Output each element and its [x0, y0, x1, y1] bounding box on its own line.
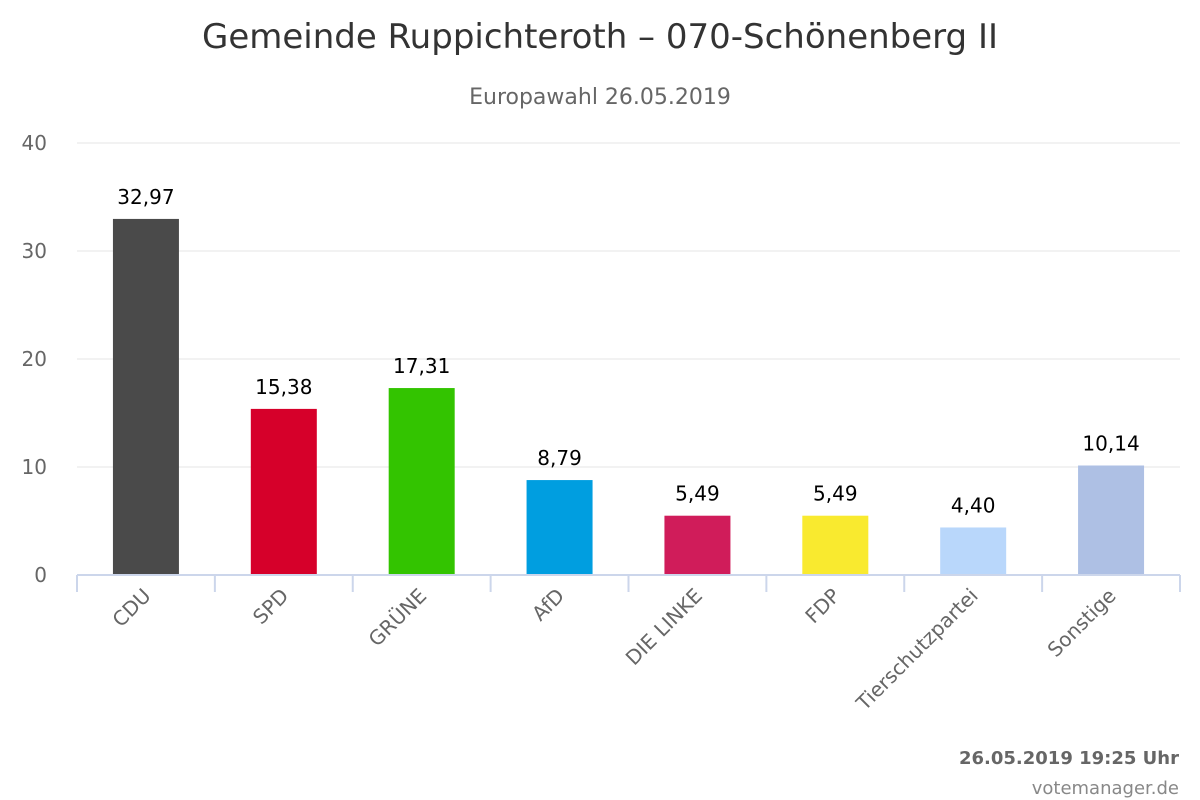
footer-timestamp: 26.05.2019 19:25 Uhr	[958, 748, 1179, 769]
y-tick-label: 40	[22, 131, 47, 155]
y-tick-label: 30	[22, 239, 47, 263]
y-tick-label: 10	[22, 455, 47, 479]
x-tick-label: DIE LINKE	[621, 584, 707, 670]
bar-cdu[interactable]	[112, 218, 179, 575]
x-tick-label: CDU	[107, 584, 155, 632]
bar-sonstige[interactable]	[1078, 465, 1145, 575]
footer-source: votemanager.de	[1031, 778, 1179, 799]
data-label: 4,40	[951, 493, 996, 517]
x-tick-label: SPD	[248, 584, 293, 629]
data-label: 5,49	[813, 482, 858, 506]
data-label: 17,31	[393, 354, 450, 378]
data-labels: 32,97 15,38 17,31 8,79 5,49 5,49 4,40 10,14	[117, 185, 1139, 518]
bar-grüne[interactable]	[388, 388, 455, 575]
data-label: 15,38	[255, 375, 312, 399]
bar-spd[interactable]	[250, 408, 317, 575]
data-label: 32,97	[117, 185, 174, 209]
chart-title: Gemeinde Ruppichteroth – 070-Schönenberg…	[202, 17, 998, 57]
y-tick-label: 20	[22, 347, 47, 371]
x-tick-label: Sonstige	[1043, 584, 1121, 662]
bars	[112, 218, 1145, 575]
bar-chart: Gemeinde Ruppichteroth – 070-Schönenberg…	[22, 17, 1181, 716]
y-gridlines	[77, 142, 1180, 468]
y-axis-ticks: 0 10 20 30 40	[22, 131, 47, 587]
data-label: 5,49	[675, 482, 720, 506]
bar-tierschutzpartei[interactable]	[940, 527, 1007, 575]
x-tick-label: FDP	[800, 584, 845, 629]
bar-die-linke[interactable]	[664, 515, 731, 575]
bar-afd[interactable]	[526, 480, 593, 575]
data-label: 8,79	[537, 446, 582, 470]
x-axis	[76, 574, 1181, 592]
x-tick-label: AfD	[527, 584, 569, 626]
x-tick-label: Tierschutzpartei	[851, 584, 983, 716]
bar-fdp[interactable]	[802, 515, 869, 575]
data-label: 10,14	[1082, 431, 1139, 455]
x-axis-ticks: CDU SPD GRÜNE AfD DIE LINKE FDP Tierschutzpart…	[107, 584, 1120, 716]
y-tick-label: 0	[34, 563, 47, 587]
chart-subtitle: Europawahl 26.05.2019	[469, 85, 731, 110]
x-tick-label: GRÜNE	[364, 584, 432, 652]
